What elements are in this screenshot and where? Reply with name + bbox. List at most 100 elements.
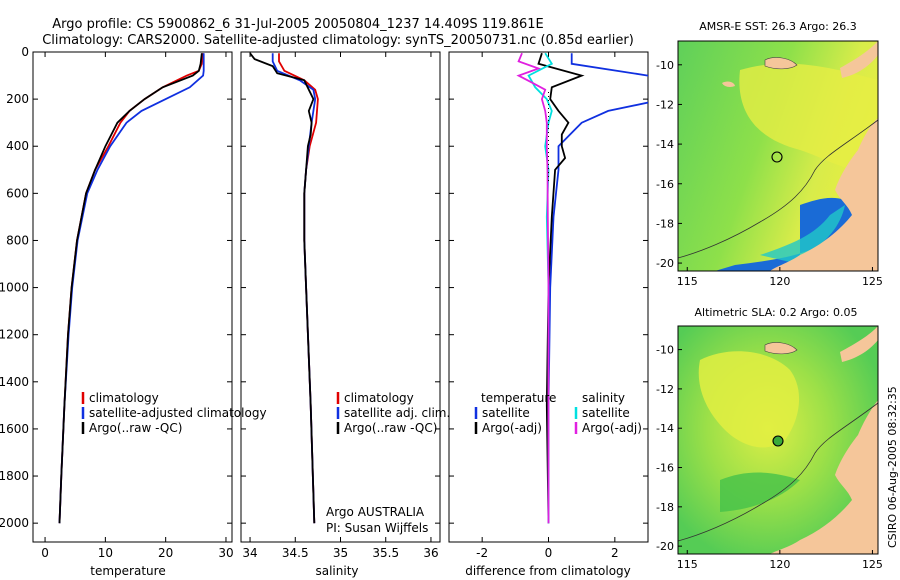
xtick-label: 30 [218, 546, 233, 560]
map-ytick-label: -10 [656, 59, 674, 72]
side-stamp: CSIRO 06-Aug-2005 08:32:35 [886, 386, 899, 548]
series-satellite-adjusted-climatology [58, 53, 205, 524]
difference-plot: -2 0 2 [449, 51, 648, 560]
map-ytick-label: -16 [656, 462, 674, 475]
temperature-xlabel: temperature [90, 564, 165, 578]
temperature-axes [32, 51, 233, 543]
map-ytick-label: -10 [656, 344, 674, 357]
legend-label-argo: Argo(..raw -QC) [89, 421, 182, 435]
series-climatology [58, 53, 204, 524]
sst-shelf-contour [677, 119, 879, 259]
ytick-label: 1400 [0, 375, 29, 389]
sst-land [770, 118, 878, 271]
xtick-label: 36 [423, 546, 438, 560]
sla-map [677, 325, 879, 555]
argo-marker [771, 151, 783, 163]
ytick-label: 200 [6, 92, 29, 106]
xtick-label: 0 [41, 546, 49, 560]
map-xtick-label: 120 [769, 558, 790, 571]
legend-label-argo: Argo(..raw -QC) [344, 421, 437, 435]
temperature-legend: climatology satellite-adjusted climatolo… [81, 391, 267, 435]
salinity-xlabel: salinity [315, 564, 358, 578]
series-satellite-adj-clim- [271, 53, 317, 524]
sst-timor [840, 41, 878, 78]
xtick-label: 34 [242, 546, 257, 560]
difference-legend: temperature satellite Argo(-adj) salinit… [474, 391, 642, 435]
ytick-label: 1200 [0, 328, 29, 342]
legend-label-clim: climatology [344, 391, 414, 405]
annotation-line2: PI: Susan Wijffels [326, 521, 428, 535]
sst-island-1 [764, 57, 798, 70]
ytick-label: 400 [6, 139, 29, 153]
ytick-label: 2000 [0, 516, 29, 530]
xtick-label: 2 [611, 546, 619, 560]
ytick-label: 600 [6, 186, 29, 200]
legend-label-sat: satellite adj. clim. [344, 406, 450, 420]
annotation-line1: Argo AUSTRALIA [326, 505, 425, 519]
sst-cool-band [760, 205, 845, 262]
legend-label-temp-argo: Argo(-adj) [482, 421, 542, 435]
map-xtick-label: 120 [769, 275, 790, 288]
xtick-label: 20 [158, 546, 173, 560]
map-ytick-label: -14 [656, 138, 674, 151]
map-ytick-label: -18 [656, 501, 674, 514]
map-ytick-label: -18 [656, 217, 674, 230]
map-ytick-label: -20 [656, 257, 674, 270]
legend-title-temperature: temperature [481, 391, 556, 405]
series-salinity-argo-adj- [516, 52, 550, 524]
map-ytick-label: -16 [656, 178, 674, 191]
difference-xlabel: difference from climatology [465, 564, 631, 578]
sst-map-title: AMSR-E SST: 26.3 Argo: 26.3 [699, 20, 857, 33]
map-ytick-label: -14 [656, 422, 674, 435]
ytick-label: 800 [6, 233, 29, 247]
salinity-plot: 34 34.5 35 35.5 36 [241, 51, 440, 560]
sla-timor [840, 326, 878, 362]
xtick-label: 10 [98, 546, 113, 560]
sst-cold-coast [715, 197, 860, 271]
series-argo-raw-qc- [58, 53, 203, 524]
sst-map [677, 40, 879, 272]
map-ytick-label: -12 [656, 98, 674, 111]
series-temperature-satellite [547, 53, 648, 524]
sla-land [770, 400, 878, 554]
series-temperature-argo-adj- [537, 52, 585, 524]
map-xtick-label: 115 [677, 275, 698, 288]
xtick-label: 0 [545, 546, 553, 560]
ytick-label: 1000 [0, 281, 29, 295]
xtick-label: 35 [333, 546, 348, 560]
xtick-label: 35.5 [372, 546, 399, 560]
sla-map-title: Altimetric SLA: 0.2 Argo: 0.05 [694, 306, 857, 319]
legend-label-sal-sat: satellite [582, 406, 630, 420]
sla-shelf-contour [677, 402, 879, 542]
sst-map-axes: 115 120 125 -10 -12 -14 -16 -18 -20 [656, 59, 883, 288]
header-line2: Climatology: CARS2000. Satellite-adjuste… [42, 33, 634, 48]
map-xtick-label: 115 [677, 558, 698, 571]
legend-label-sat: satellite-adjusted climatology [89, 406, 267, 420]
legend-label-sal-argo: Argo(-adj) [582, 421, 642, 435]
sst-map-frame [677, 40, 879, 272]
map-ytick-label: -12 [656, 383, 674, 396]
header-line1: Argo profile: CS 5900862_6 31-Jul-2005 2… [52, 17, 543, 32]
sla-low-region [720, 472, 800, 512]
sla-map-frame [677, 325, 879, 555]
sst-island-2 [722, 81, 735, 87]
series-argo-raw-qc- [249, 52, 316, 524]
salinity-axes [240, 51, 441, 543]
temperature-plot: 0 10 20 30 0 200 400 600 800 1000 1200 1400 1600 1800… [0, 45, 234, 560]
map-ytick-label: -20 [656, 540, 674, 553]
sla-map-axes: 115 120 125 -10 -12 -14 -16 -18 -20 [656, 344, 883, 571]
sst-warm-region [739, 63, 878, 171]
ytick-label: 0 [21, 45, 29, 59]
legend-label-temp-sat: satellite [482, 406, 530, 420]
sla-island-1 [764, 342, 798, 355]
ytick-label: 1600 [0, 422, 29, 436]
argo-marker [772, 435, 784, 447]
legend-title-salinity: salinity [582, 391, 625, 405]
xtick-label: 34.5 [282, 546, 309, 560]
xtick-label: -2 [476, 546, 488, 560]
map-xtick-label: 125 [862, 275, 883, 288]
ytick-label: 1800 [0, 469, 29, 483]
sla-high-region [698, 351, 800, 448]
legend-label-clim: climatology [89, 391, 159, 405]
